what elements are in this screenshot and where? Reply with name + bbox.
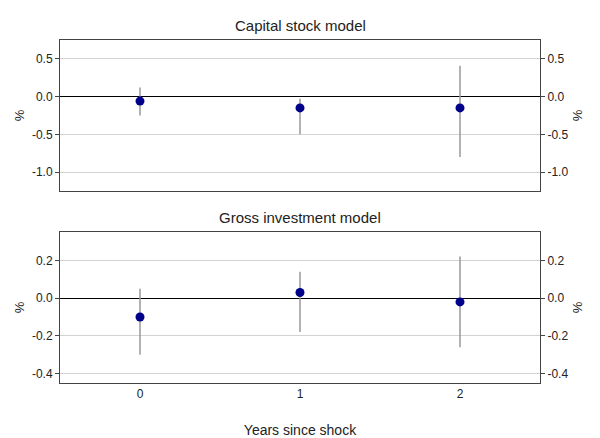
svg-text:%: % — [12, 109, 27, 121]
svg-text:0.5: 0.5 — [36, 52, 53, 66]
svg-text:%: % — [12, 301, 27, 313]
svg-text:0.2: 0.2 — [547, 254, 564, 268]
svg-text:-0.4: -0.4 — [32, 367, 53, 381]
svg-text:0.0: 0.0 — [36, 90, 53, 104]
svg-text:Gross investment model: Gross investment model — [219, 209, 381, 226]
svg-text:0.5: 0.5 — [547, 52, 564, 66]
svg-text:0.0: 0.0 — [547, 291, 564, 305]
svg-text:%: % — [571, 109, 586, 121]
svg-text:Capital stock model: Capital stock model — [235, 17, 366, 34]
svg-text:0.0: 0.0 — [36, 291, 53, 305]
svg-text:0.0: 0.0 — [547, 90, 564, 104]
svg-text:%: % — [571, 301, 586, 313]
svg-text:-0.4: -0.4 — [547, 367, 568, 381]
svg-text:-1.0: -1.0 — [32, 165, 53, 179]
svg-text:1: 1 — [297, 387, 304, 401]
svg-text:-0.2: -0.2 — [32, 329, 53, 343]
svg-text:0: 0 — [137, 387, 144, 401]
svg-text:-0.2: -0.2 — [547, 329, 568, 343]
svg-text:Years since shock: Years since shock — [244, 422, 357, 438]
svg-text:-0.5: -0.5 — [32, 128, 53, 142]
svg-text:-1.0: -1.0 — [547, 165, 568, 179]
svg-text:2: 2 — [457, 387, 464, 401]
svg-text:-0.5: -0.5 — [547, 128, 568, 142]
svg-text:0.2: 0.2 — [36, 254, 53, 268]
